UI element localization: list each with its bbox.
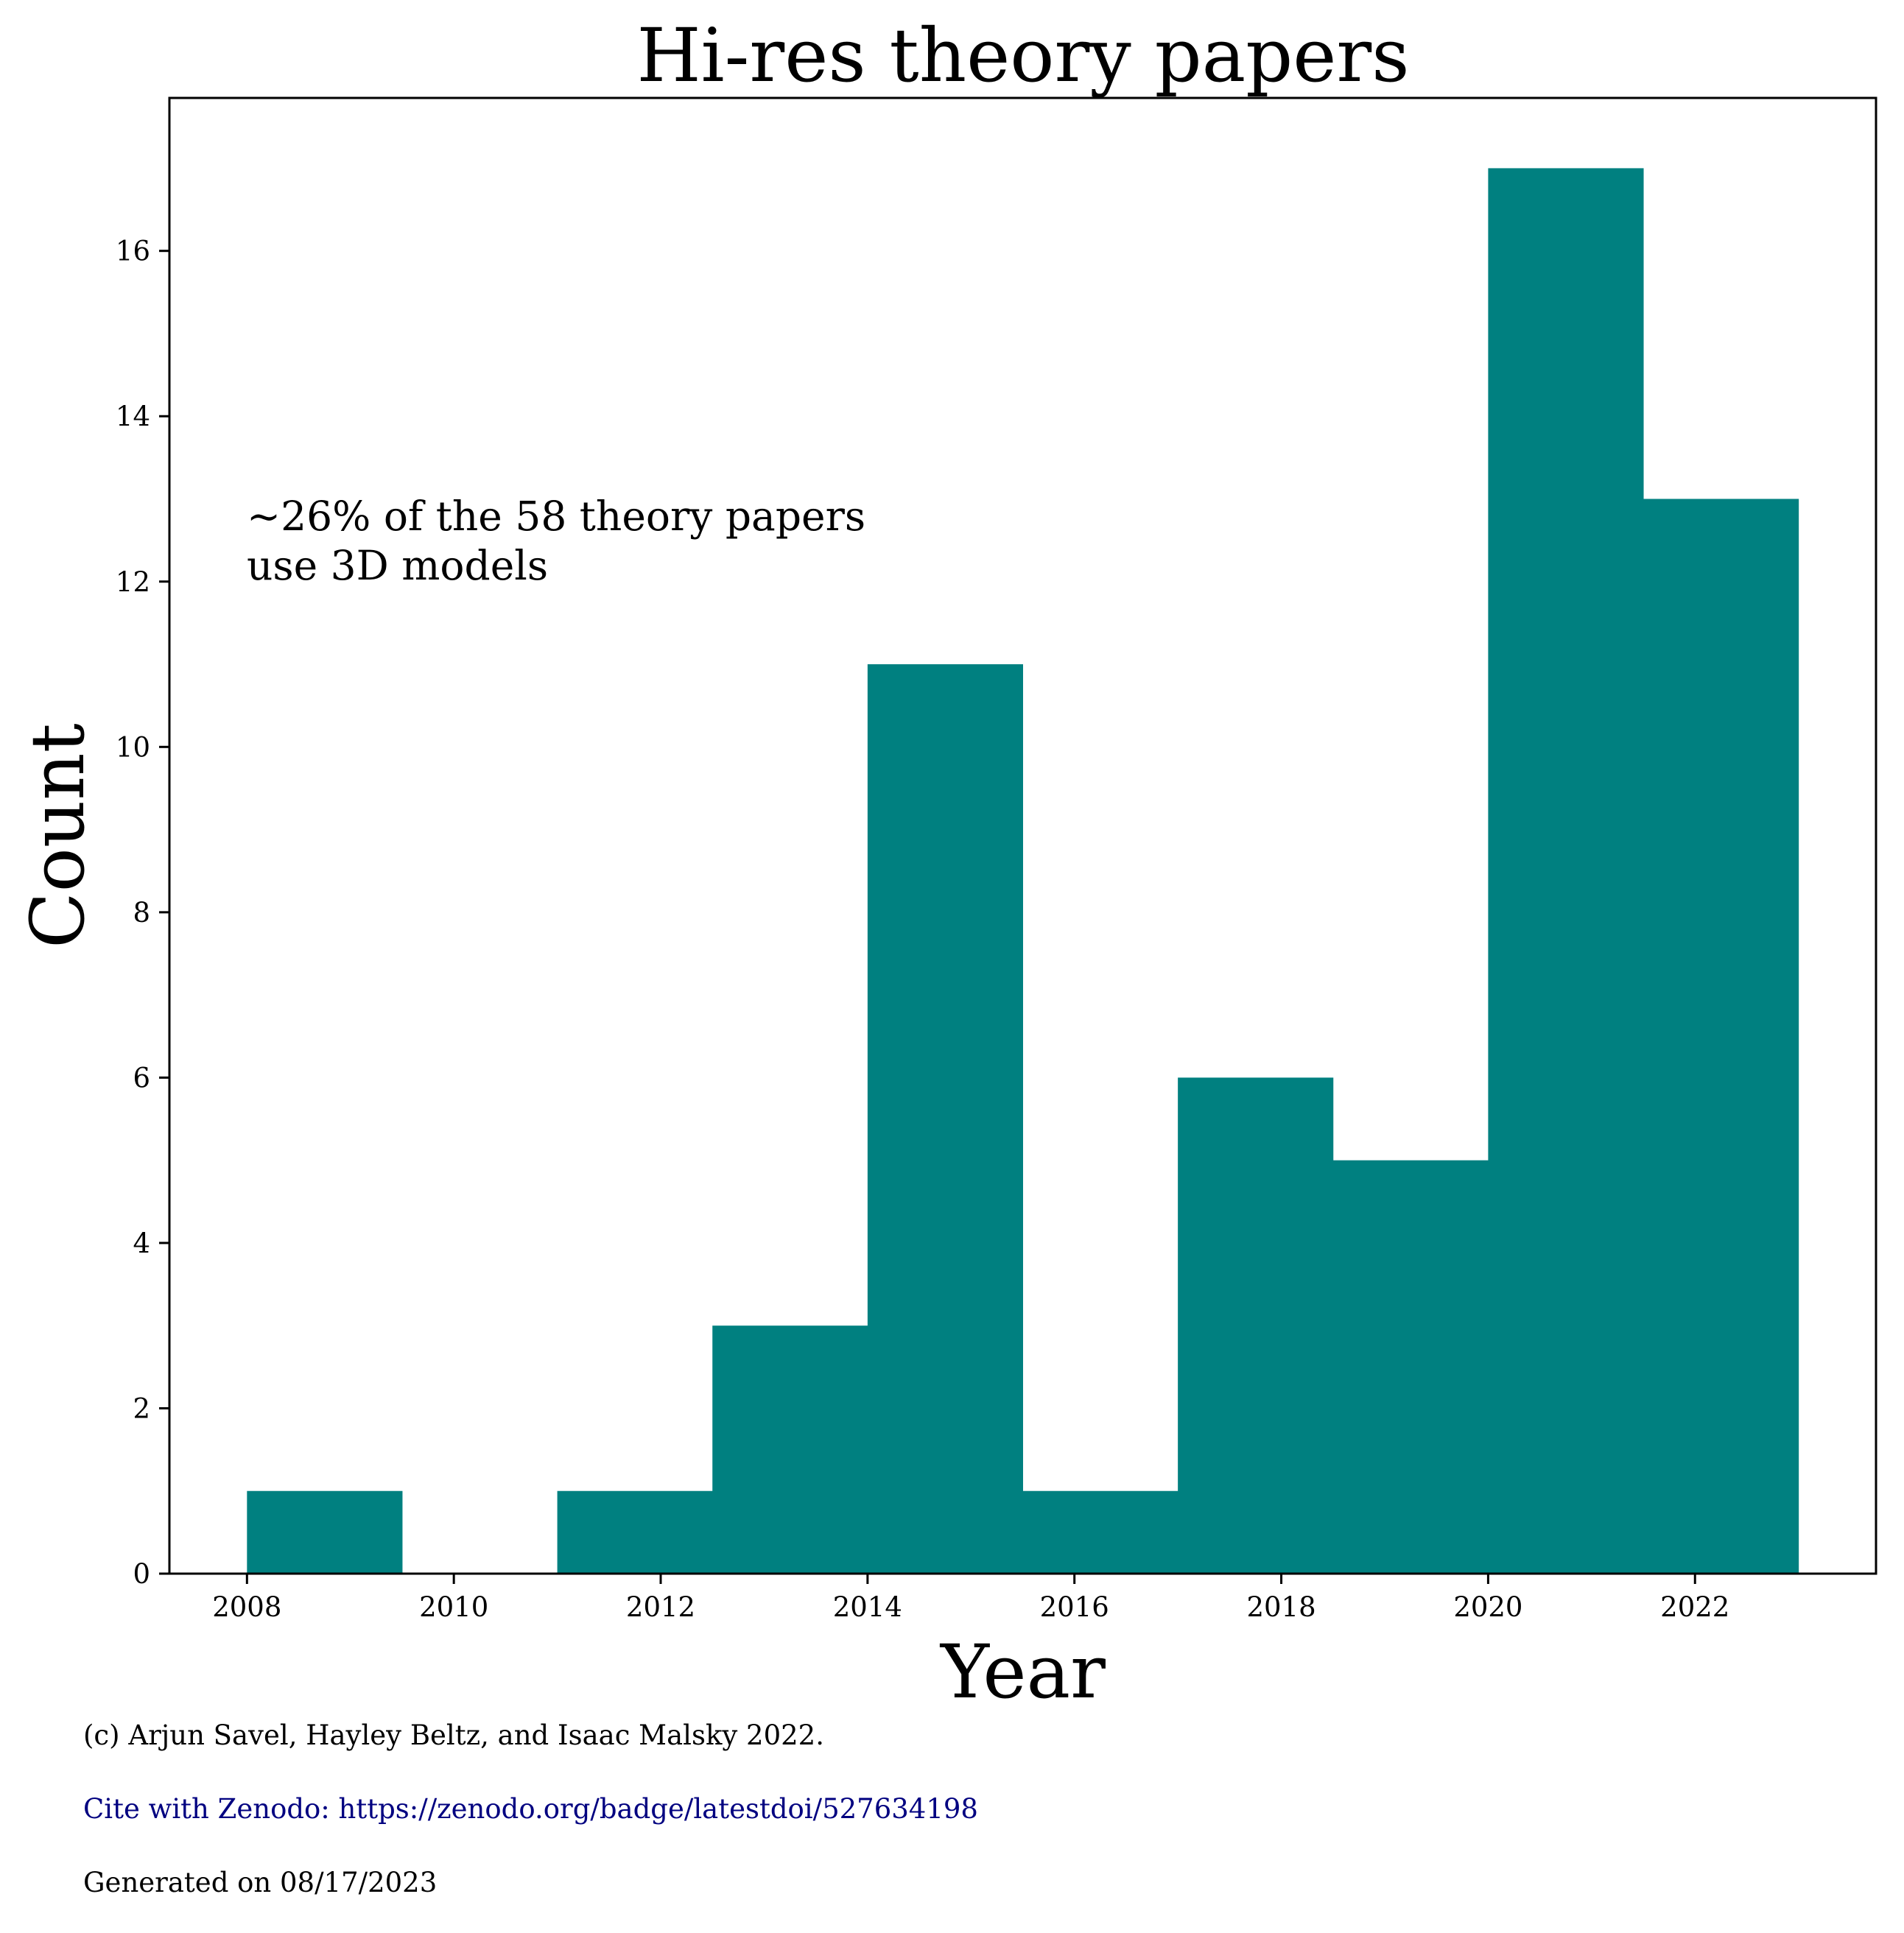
y-tick-label: 2 [133, 1392, 150, 1424]
histogram-bar [1332, 1160, 1489, 1574]
x-tick-label: 2022 [1660, 1591, 1729, 1623]
histogram-bar [1488, 168, 1644, 1574]
x-tick-label: 2020 [1453, 1591, 1522, 1623]
histogram-bar [1022, 1490, 1178, 1574]
histogram-bar [867, 664, 1023, 1574]
x-tick-label: 2008 [212, 1591, 281, 1623]
plot-frame [168, 96, 1877, 1575]
histogram-bar [1643, 499, 1799, 1574]
footer-copyright: (c) Arjun Savel, Hayley Beltz, and Isaac… [83, 1719, 824, 1751]
x-tick-label: 2012 [626, 1591, 695, 1623]
y-tick-label: 10 [116, 731, 150, 763]
footer-cite-link[interactable]: Cite with Zenodo: https://zenodo.org/bad… [83, 1793, 978, 1825]
y-axis-label: Count [15, 723, 101, 948]
annotation-text: ~26% of the 58 theory papers use 3D mode… [247, 493, 879, 589]
y-tick-label: 6 [133, 1062, 150, 1094]
x-tick-label: 2016 [1040, 1591, 1109, 1623]
x-tick-label: 2014 [833, 1591, 902, 1623]
footer-generated-date: Generated on 08/17/2023 [83, 1867, 438, 1898]
chart-title: Hi-res theory papers [636, 13, 1409, 99]
x-tick-label: 2018 [1246, 1591, 1315, 1623]
histogram-bar [247, 1490, 403, 1574]
y-tick-label: 16 [116, 236, 150, 267]
y-tick-label: 14 [116, 401, 150, 432]
y-tick-label: 12 [116, 566, 150, 598]
x-axis-label: Year [939, 1629, 1106, 1715]
x-tick-label: 2010 [419, 1591, 488, 1623]
annotation-line-2: use 3D models [247, 542, 548, 589]
y-tick-label: 4 [133, 1228, 150, 1259]
histogram-bar [1178, 1077, 1334, 1574]
annotation-line-1: ~26% of the 58 theory papers [247, 493, 865, 540]
y-tick-label: 0 [133, 1558, 150, 1590]
histogram-bar [557, 1490, 713, 1574]
y-tick-label: 8 [133, 897, 150, 929]
histogram-bar [712, 1325, 868, 1574]
